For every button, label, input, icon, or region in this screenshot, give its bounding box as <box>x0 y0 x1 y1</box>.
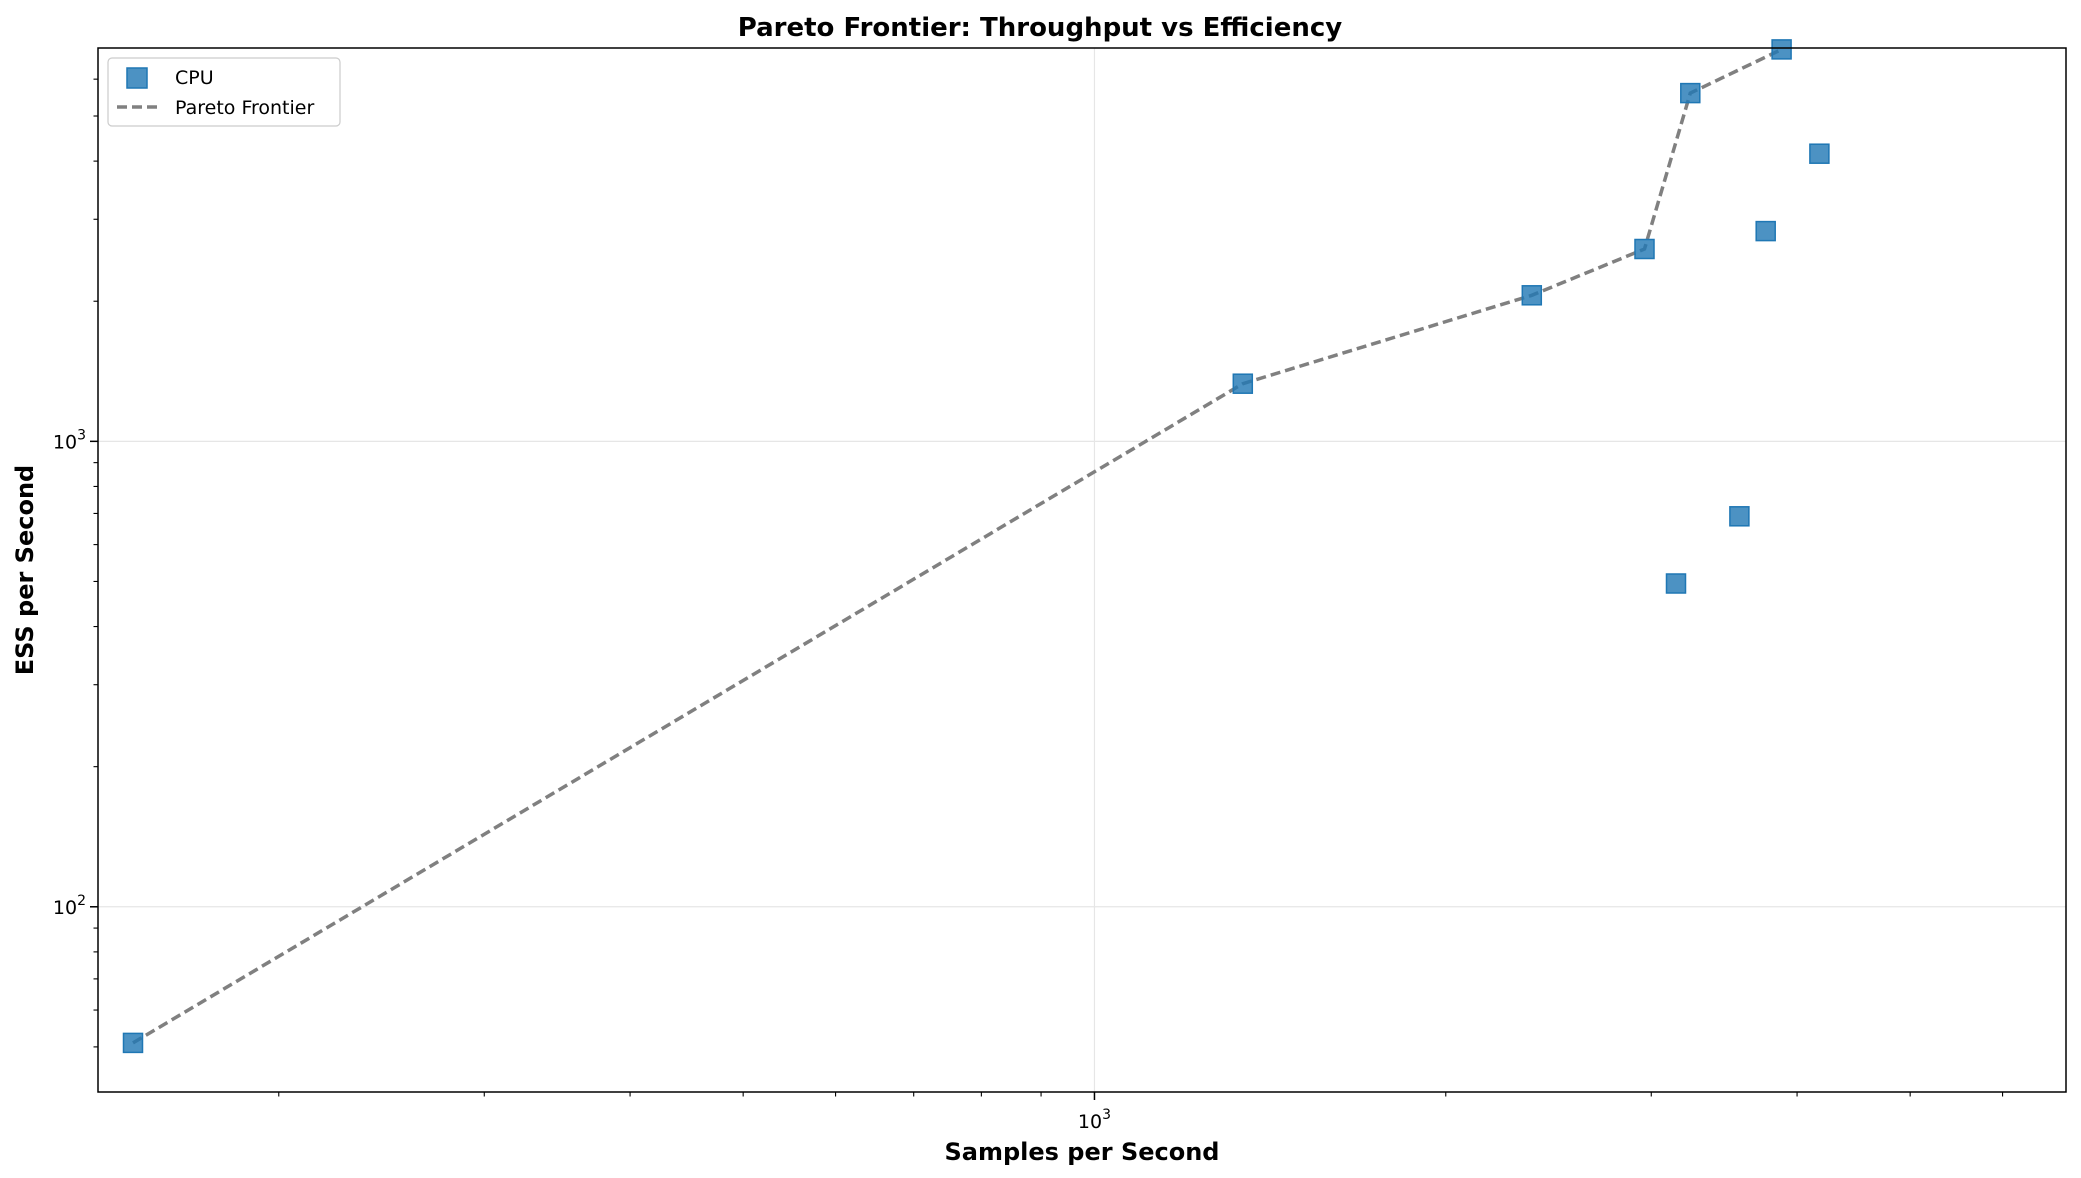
cpu-point <box>1771 39 1792 60</box>
cpu-point <box>1755 220 1776 242</box>
cpu-point <box>1809 143 1830 164</box>
x-axis-label: Samples per Second <box>944 1138 1219 1166</box>
legend-cpu-label: CPU <box>175 67 214 89</box>
cpu-point <box>1521 285 1543 306</box>
y-tick-label: 102 <box>53 893 86 919</box>
pareto-frontier-line <box>132 47 1783 1045</box>
legend-box <box>107 57 341 127</box>
plot-frame <box>97 47 2067 1093</box>
legend: CPU Pareto Frontier <box>107 57 341 127</box>
pareto-frontier-path <box>132 47 1783 1045</box>
cpu-point <box>1665 573 1687 594</box>
axis-ticks: 103 102 103 <box>53 78 2004 1133</box>
x-tick-label: 103 <box>1078 1107 1111 1133</box>
cpu-point <box>1680 82 1701 104</box>
cpu-point <box>1232 373 1254 394</box>
cpu-point <box>1729 506 1750 527</box>
legend-cpu-marker <box>126 67 148 89</box>
y-tick-label: 103 <box>53 427 86 453</box>
chart-title: Pareto Frontier: Throughput vs Efficienc… <box>738 13 1343 43</box>
legend-frontier-label: Pareto Frontier <box>175 97 314 119</box>
y-axis-label: ESS per Second <box>11 465 39 675</box>
cpu-point <box>1634 238 1655 260</box>
cpu-point <box>122 1032 144 1054</box>
cpu-points <box>122 39 1830 1054</box>
grid-lines <box>98 48 2066 1092</box>
